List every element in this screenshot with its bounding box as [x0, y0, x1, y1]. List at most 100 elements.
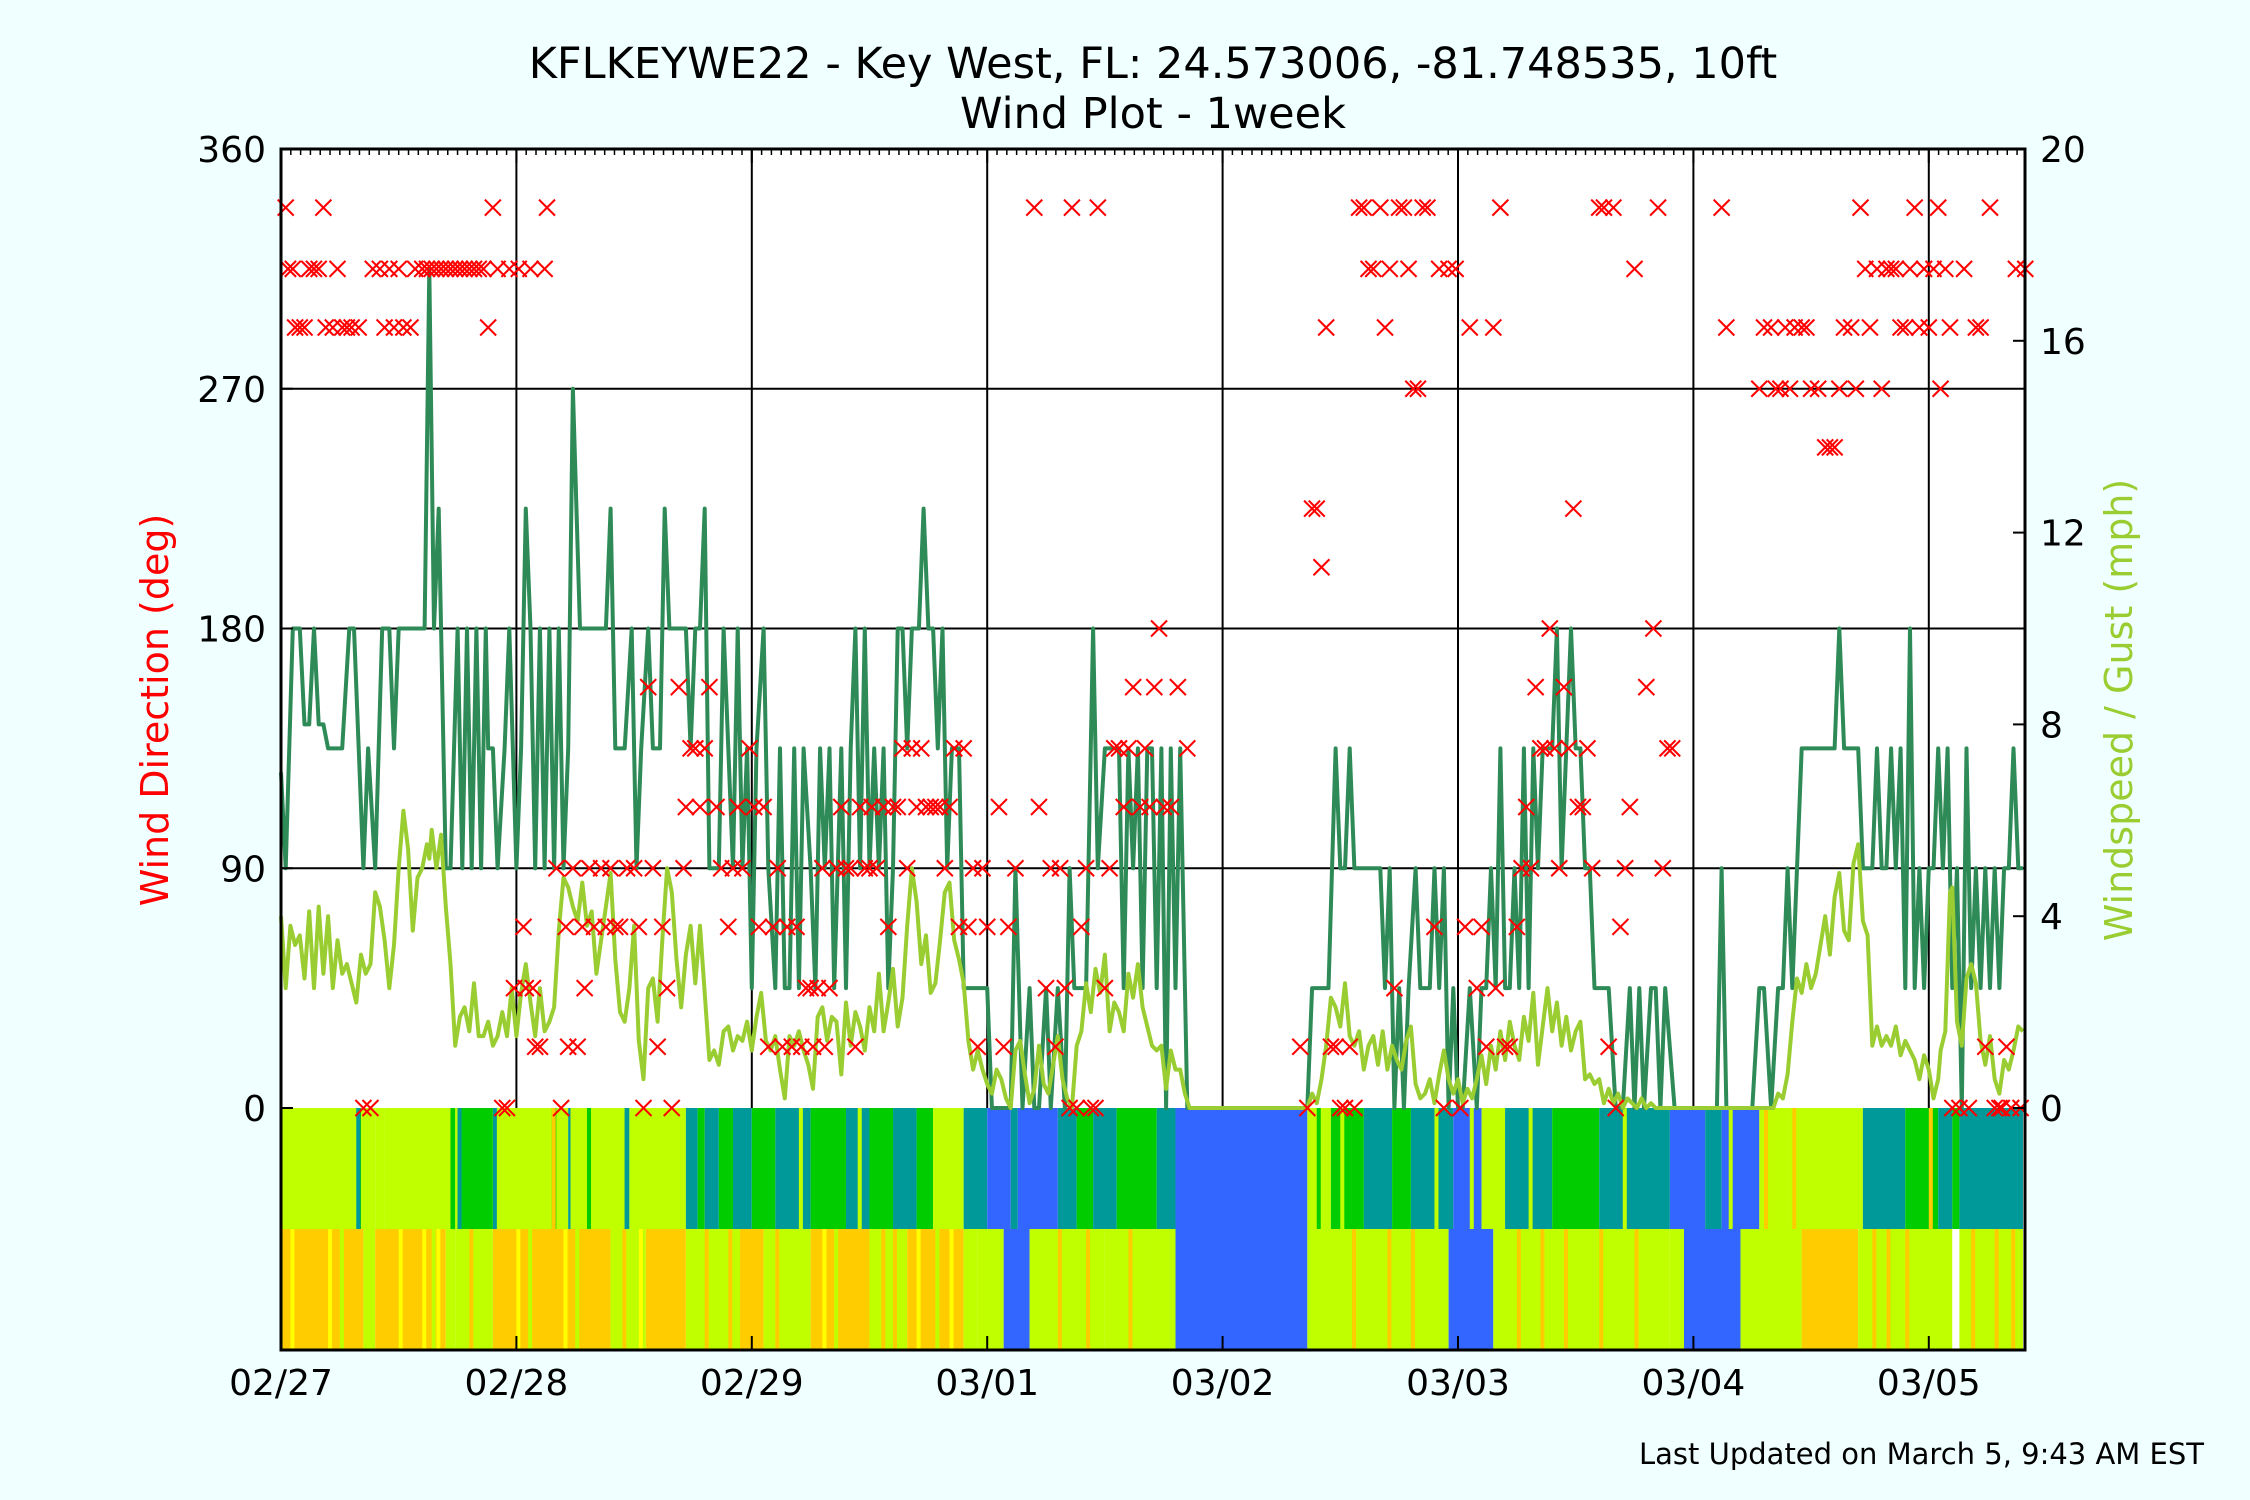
direction-point [1404, 380, 1422, 398]
direction-point [1781, 380, 1799, 398]
direction-marker-stroke [564, 859, 582, 877]
direction-point [1326, 1038, 1345, 1056]
band-segment-upper [1093, 1108, 1117, 1229]
left-axis-tick-labels: 0 90 180 270 360 [197, 130, 266, 1130]
direction-marker-stroke [1891, 318, 1910, 337]
band-accent-lower [1634, 1229, 1639, 1350]
y-right-tick-label: 0 [2040, 1089, 2063, 1130]
direction-point [707, 798, 726, 816]
band-segment-upper [1959, 1108, 2023, 1229]
y-left-tick-label: 180 [197, 610, 266, 651]
direction-marker-stroke [1835, 318, 1853, 337]
direction-marker-stroke [700, 678, 719, 696]
direction-marker-stroke [1762, 318, 1780, 337]
direction-marker-stroke [1501, 1038, 1519, 1056]
direction-point [1531, 739, 1550, 758]
direction-marker-stroke [1312, 558, 1331, 576]
band-segment-upper [1076, 1108, 1094, 1229]
direction-point [837, 859, 855, 877]
direction-marker-stroke [394, 318, 413, 337]
direction-point [1943, 1099, 1962, 1117]
direction-point [564, 859, 582, 877]
direction-marker-stroke [328, 260, 347, 278]
direction-point [926, 798, 945, 816]
band-segment-upper [869, 1108, 894, 1229]
direction-point [846, 1038, 865, 1056]
direction-marker-stroke [1162, 798, 1180, 816]
direction-point [1896, 318, 1914, 337]
band-segment-lower [1003, 1229, 1030, 1350]
direction-point [1477, 1038, 1495, 1056]
band-accent-lower [834, 1229, 839, 1350]
band-accent-lower [469, 1229, 474, 1350]
direction-marker-stroke [1376, 318, 1394, 337]
direction-marker-stroke [1063, 198, 1081, 217]
direction-point [514, 918, 533, 936]
direction-marker-stroke [1986, 1099, 2004, 1117]
direction-point [959, 918, 978, 936]
band-accent-lower [436, 1229, 441, 1350]
direction-point [1564, 499, 1583, 518]
direction-point [1797, 318, 1816, 337]
direction-point [361, 1099, 380, 1117]
band-segment-lower [1095, 1229, 1105, 1350]
direction-point [1847, 380, 1865, 398]
series-line [279, 266, 2023, 1110]
direction-marker-stroke [1616, 859, 1634, 877]
direction-marker-stroke [1981, 198, 1999, 217]
direction-point [1425, 918, 1444, 936]
direction-point [681, 739, 700, 758]
band-segment-upper [1505, 1108, 1553, 1229]
band-segment-upper [685, 1108, 698, 1229]
direction-point [1755, 318, 1773, 337]
direction-marker-stroke [291, 318, 309, 337]
direction-point [1105, 739, 1124, 758]
direction-point [1861, 318, 1879, 337]
direction-point [1155, 798, 1173, 816]
direction-marker-stroke [1583, 859, 1601, 877]
direction-marker-stroke [841, 859, 860, 877]
direction-point [279, 260, 297, 278]
direction-point [1590, 198, 1608, 217]
band-segment-upper [704, 1108, 719, 1229]
direction-marker-stroke [317, 318, 335, 337]
direction-marker-stroke [639, 678, 657, 696]
direction-point [470, 260, 488, 278]
direction-marker-stroke [1425, 918, 1444, 936]
band-segment-upper [1116, 1108, 1157, 1229]
direction-point [860, 859, 879, 877]
band-accent-upper [1728, 1108, 1733, 1229]
direction-marker-stroke [1920, 318, 1938, 337]
direction-point [1905, 198, 1924, 217]
y-right-tick-label: 4 [2040, 897, 2063, 938]
direction-marker-stroke [538, 198, 556, 217]
direction-marker-stroke [342, 318, 361, 337]
direction-point [1929, 198, 1947, 217]
y-left-tick-label: 360 [197, 130, 266, 171]
direction-marker-stroke [832, 798, 850, 816]
direction-point [768, 859, 787, 877]
band-segment-upper [1721, 1108, 1760, 1229]
direction-marker-stroke [354, 1099, 373, 1117]
band-accent-lower [1599, 1229, 1604, 1350]
direction-point [1491, 198, 1510, 217]
band-accent-lower [1886, 1229, 1891, 1350]
direction-marker-stroke [1355, 198, 1373, 217]
direction-marker-stroke [1541, 619, 1559, 638]
band-accent-lower [1410, 1229, 1415, 1350]
direction-point [1767, 380, 1785, 398]
band-accent-upper [1764, 1108, 1769, 1229]
direction-point [1920, 318, 1938, 337]
direction-marker-stroke [912, 739, 930, 758]
band-accent-lower [916, 1229, 921, 1350]
direction-marker-stroke [990, 798, 1008, 816]
direction-point [1986, 1099, 2004, 1117]
band-segment-upper [629, 1108, 686, 1229]
band-accent-lower [1128, 1229, 1133, 1350]
direction-point [1550, 859, 1568, 877]
band-accent-lower [881, 1229, 886, 1350]
direction-point [1960, 1099, 1978, 1117]
direction-marker-stroke [493, 1099, 511, 1117]
direction-point [1931, 380, 1950, 398]
band-accent-upper [450, 1108, 455, 1229]
